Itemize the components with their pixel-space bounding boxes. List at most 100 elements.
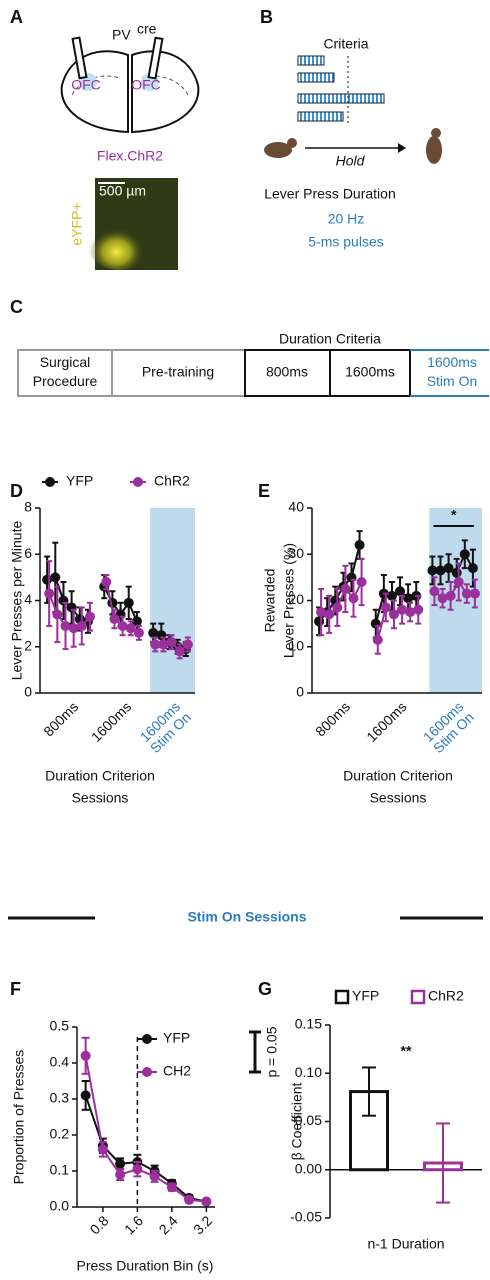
mouse	[287, 138, 297, 148]
construct: Flex.ChR2	[97, 148, 163, 164]
data-point	[60, 620, 71, 631]
data-point	[437, 593, 448, 604]
region-label: OFC	[71, 77, 101, 93]
panel-c: C Duration Criteria	[10, 297, 489, 397]
x-tick-label: 2.4	[156, 1212, 181, 1237]
data-point	[372, 634, 383, 645]
task-label: Lever Press Duration	[264, 186, 396, 202]
x-axis-label: Press Duration Bin (s)	[77, 1258, 214, 1274]
data-point	[115, 1169, 126, 1180]
brain-line	[71, 75, 121, 96]
data-point	[150, 639, 161, 650]
data-point	[469, 588, 480, 599]
legend-marker	[133, 477, 143, 487]
legend-label: YFP	[163, 1030, 190, 1046]
data-point	[370, 618, 381, 629]
press-bar	[297, 55, 325, 66]
data-point	[131, 616, 142, 627]
y-axis-label: Lever Presses per Minute	[9, 521, 25, 681]
data-point	[50, 572, 61, 583]
data-point	[403, 593, 414, 604]
fiber	[147, 36, 164, 80]
stage-label: Stim On	[427, 373, 478, 389]
data-point	[184, 1194, 195, 1205]
y-axis-label: Lever Presses (%)	[281, 543, 297, 658]
data-point	[443, 563, 454, 574]
x-tick-label: 1600ms	[363, 698, 410, 745]
y-tick-label: 10	[288, 637, 304, 653]
data-point	[201, 1196, 212, 1207]
data-point	[166, 637, 177, 648]
data-point	[182, 639, 193, 650]
data-point	[149, 1171, 160, 1182]
data-point	[133, 627, 144, 638]
data-point	[459, 549, 470, 560]
y-tick-label: 20	[288, 591, 304, 607]
data-point	[117, 620, 128, 631]
panel-title: PV	[112, 27, 131, 43]
legend-label: CH2	[163, 1063, 191, 1079]
press-bar	[297, 72, 335, 83]
data-point	[388, 609, 399, 620]
y-tick-label: 0.10	[295, 1064, 322, 1080]
hold-label: Hold	[336, 153, 366, 169]
mouse	[431, 128, 441, 138]
pulses: 5-ms pulses	[308, 234, 383, 250]
y-tick-label: 0.05	[295, 1112, 322, 1128]
stage-box	[329, 349, 411, 397]
data-point	[354, 540, 365, 550]
data-point	[52, 609, 63, 620]
legend-label: YFP	[66, 473, 93, 489]
data-point	[132, 1164, 143, 1175]
data-point	[324, 609, 335, 620]
stage-label: 1600ms	[345, 364, 395, 380]
panel-letter: B	[260, 7, 273, 27]
data-point	[429, 586, 440, 597]
legend-marker	[45, 477, 55, 487]
y-tick-label: 0.2	[50, 1126, 70, 1142]
x-tick-label: 0.8	[87, 1212, 112, 1237]
stage-label: Pre-training	[142, 364, 214, 380]
stage-label: 1600ms	[427, 354, 477, 370]
data-point	[66, 602, 77, 613]
panel-letter: A	[10, 7, 23, 27]
data-point	[316, 607, 327, 618]
y-tick-label: 30	[288, 545, 304, 561]
region-label: OFC	[131, 77, 161, 93]
data-point	[397, 604, 408, 615]
panel-letter: F	[10, 979, 21, 999]
data-point	[97, 1144, 108, 1155]
data-point	[156, 630, 167, 641]
y-tick-label: 2	[24, 637, 32, 653]
y-tick-label: 0.0	[50, 1198, 70, 1214]
data-point	[405, 607, 416, 618]
highlight-region	[150, 508, 195, 693]
data-point	[413, 604, 424, 615]
data-point	[395, 586, 406, 597]
x-tick-label: 800ms	[40, 698, 81, 739]
y-tick-label: 6	[24, 545, 32, 561]
data-point	[348, 593, 359, 604]
y-tick-label: 0.1	[50, 1162, 70, 1178]
y-tick-label: 0.4	[50, 1054, 70, 1070]
legend-label: ChR2	[428, 988, 464, 1004]
stain-label: eYFP+	[69, 202, 85, 245]
significance-label: *	[451, 507, 457, 523]
data-point	[158, 639, 169, 650]
y-tick-label: 4	[24, 591, 32, 607]
data-point	[451, 567, 462, 578]
x-axis-label: Duration Criterion	[45, 768, 155, 784]
data-point	[340, 583, 351, 594]
data-point	[123, 597, 134, 608]
press-bar	[297, 93, 385, 104]
data-point	[125, 623, 136, 634]
mouse	[426, 136, 442, 164]
data-point	[332, 602, 343, 613]
timeline-header: Duration Criteria	[279, 331, 381, 347]
y-tick-label: 40	[288, 499, 304, 515]
brain-left	[60, 50, 129, 134]
data-point	[386, 590, 397, 601]
frequency: 20 Hz	[328, 211, 365, 227]
arrow-head	[398, 143, 406, 153]
